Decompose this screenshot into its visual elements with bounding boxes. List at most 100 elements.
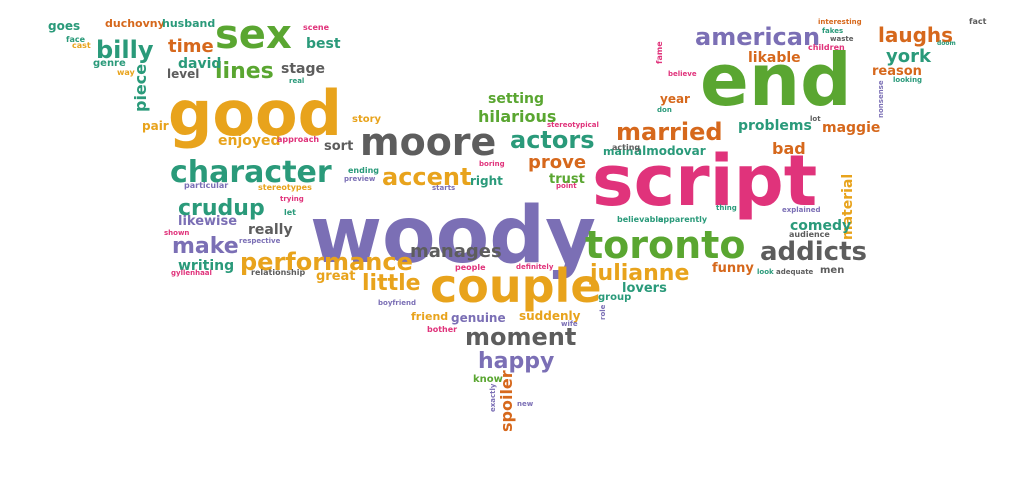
word-enjoyed: enjoyed xyxy=(218,133,281,149)
word-maggie: maggie xyxy=(822,120,880,136)
word-believe: believe xyxy=(668,70,697,78)
word-best: best xyxy=(306,36,341,52)
word-moment: moment xyxy=(465,323,576,351)
word-married: married xyxy=(616,118,723,146)
word-setting: setting xyxy=(488,91,544,107)
word-fame: fame xyxy=(655,41,664,64)
word-men: men xyxy=(820,265,844,276)
word-manages: manages xyxy=(410,241,502,262)
word-trust: trust xyxy=(549,172,585,187)
word-sex: sex xyxy=(215,12,292,58)
word-people: people xyxy=(455,263,486,272)
word-look: look xyxy=(757,268,774,276)
word-time: time xyxy=(168,36,214,57)
word-spoiler: spoiler xyxy=(497,370,516,432)
word-definitely: definitely xyxy=(516,263,554,271)
word-pair: pair xyxy=(142,119,169,133)
word-really: really xyxy=(248,222,293,238)
word-happy: happy xyxy=(478,349,554,374)
word-doom: doom xyxy=(937,40,956,47)
word-duchovny: duchovny xyxy=(105,17,165,30)
word-starts: starts xyxy=(432,184,455,192)
word-make: make xyxy=(172,234,239,259)
word-ending: ending xyxy=(348,166,379,175)
word-suddenly: suddenly xyxy=(519,309,581,323)
word-face: face xyxy=(66,35,86,44)
word-character: character xyxy=(170,155,332,190)
word-material: material xyxy=(840,174,856,240)
word-boyfriend: boyfriend xyxy=(378,299,416,307)
word-new: new xyxy=(517,400,534,408)
word-great: great xyxy=(316,269,356,284)
word-looking: looking xyxy=(893,76,922,84)
word-lovers: lovers xyxy=(622,281,667,296)
word-bother: bother xyxy=(427,325,457,334)
word-real: real xyxy=(289,77,304,85)
word-lot: lot xyxy=(810,115,821,123)
word-laughs: laughs xyxy=(878,23,953,47)
word-sort: sort xyxy=(324,139,353,154)
word-prove: prove xyxy=(528,152,586,173)
word-waste: waste xyxy=(830,35,854,43)
word-woody: woody xyxy=(310,191,596,281)
word-toronto: toronto xyxy=(585,223,745,267)
word-role: role xyxy=(599,304,607,320)
word-thing: thing xyxy=(716,204,737,212)
word-level: level xyxy=(167,67,199,81)
word-likewise: likewise xyxy=(178,214,237,229)
word-apparently: apparently xyxy=(658,215,708,224)
word-way: way xyxy=(117,68,136,77)
word-almodovar: almodovar xyxy=(634,144,706,158)
word-accent: accent xyxy=(382,163,471,191)
word-york: york xyxy=(886,46,932,67)
word-couple: couple xyxy=(430,259,602,313)
word-script: script xyxy=(592,140,817,222)
word-cast: cast xyxy=(72,41,91,50)
word-preview: preview xyxy=(344,175,376,183)
word-likable: likable xyxy=(748,50,801,66)
word-adequate: adequate xyxy=(776,268,814,276)
word-don: don xyxy=(657,106,672,114)
word-particular: particular xyxy=(184,181,228,190)
word-friend: friend xyxy=(411,310,448,323)
word-let: let xyxy=(284,208,296,217)
word-scene: scene xyxy=(303,23,330,32)
word-children: children xyxy=(808,43,845,52)
word-crudup: crudup xyxy=(178,196,265,221)
word-lines: lines xyxy=(215,59,274,84)
word-performance: performance xyxy=(240,248,413,276)
word-group: group xyxy=(598,292,631,303)
word-moore: moore xyxy=(360,120,496,164)
word-year: year xyxy=(660,92,690,106)
word-genuine: genuine xyxy=(451,311,506,325)
word-shown: shown xyxy=(164,229,189,237)
word-fact: fact xyxy=(969,17,987,26)
word-husband: husband xyxy=(162,17,215,30)
word-trying: trying xyxy=(280,195,304,203)
word-end: end xyxy=(700,38,852,122)
word-boring: boring xyxy=(479,160,505,168)
word-story: story xyxy=(352,114,382,125)
word-bad: bad xyxy=(772,139,806,158)
word-genre: genre xyxy=(93,58,126,69)
word-know: know xyxy=(473,374,503,385)
word-little: little xyxy=(362,271,421,296)
word-exactly: exactly xyxy=(489,383,497,412)
word-funny: funny xyxy=(712,261,754,276)
word-writing: writing xyxy=(178,258,234,274)
word-billy: billy xyxy=(96,36,154,64)
word-respective: respective xyxy=(239,237,281,245)
word-nonsense: nonsense xyxy=(877,80,885,118)
word-fakes: fakes xyxy=(822,27,843,35)
word-right: right xyxy=(470,174,503,188)
word-interesting: interesting xyxy=(818,18,862,26)
word-stereotypes: stereotypes xyxy=(258,183,312,192)
word-julianne: julianne xyxy=(589,261,689,286)
word-gyllenhaal: gyllenhaal xyxy=(171,269,212,277)
word-actors: actors xyxy=(510,126,595,154)
word-main: main xyxy=(603,145,634,158)
word-problems: problems xyxy=(738,118,812,134)
word-stage: stage xyxy=(281,61,325,77)
word-acting: acting xyxy=(612,143,640,152)
word-good: good xyxy=(168,77,342,150)
